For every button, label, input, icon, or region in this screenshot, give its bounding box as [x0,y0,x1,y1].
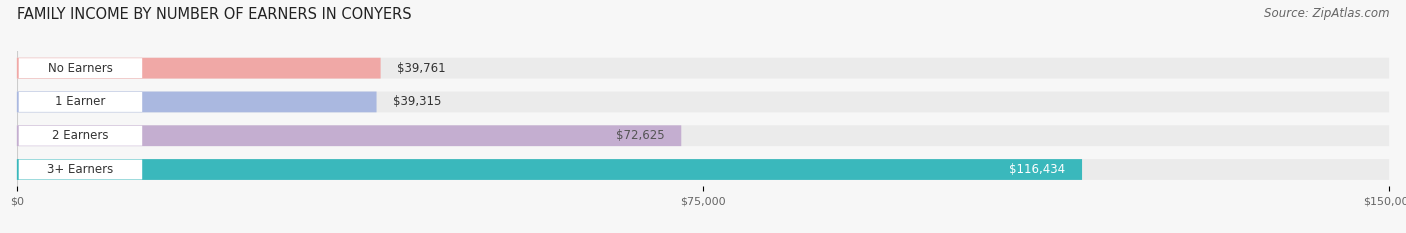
Text: $39,315: $39,315 [394,96,441,108]
FancyBboxPatch shape [18,126,142,146]
Text: 1 Earner: 1 Earner [55,96,105,108]
FancyBboxPatch shape [18,92,142,112]
FancyBboxPatch shape [17,125,682,146]
Text: 2 Earners: 2 Earners [52,129,108,142]
FancyBboxPatch shape [17,92,1389,112]
Text: $116,434: $116,434 [1010,163,1066,176]
Text: $72,625: $72,625 [616,129,665,142]
Text: FAMILY INCOME BY NUMBER OF EARNERS IN CONYERS: FAMILY INCOME BY NUMBER OF EARNERS IN CO… [17,7,412,22]
FancyBboxPatch shape [17,92,377,112]
Text: Source: ZipAtlas.com: Source: ZipAtlas.com [1264,7,1389,20]
FancyBboxPatch shape [18,58,142,78]
FancyBboxPatch shape [17,58,381,79]
Text: No Earners: No Earners [48,62,112,75]
FancyBboxPatch shape [17,125,1389,146]
Text: $39,761: $39,761 [396,62,446,75]
Text: 3+ Earners: 3+ Earners [48,163,114,176]
FancyBboxPatch shape [18,160,142,179]
FancyBboxPatch shape [17,58,1389,79]
FancyBboxPatch shape [17,159,1389,180]
FancyBboxPatch shape [17,159,1083,180]
